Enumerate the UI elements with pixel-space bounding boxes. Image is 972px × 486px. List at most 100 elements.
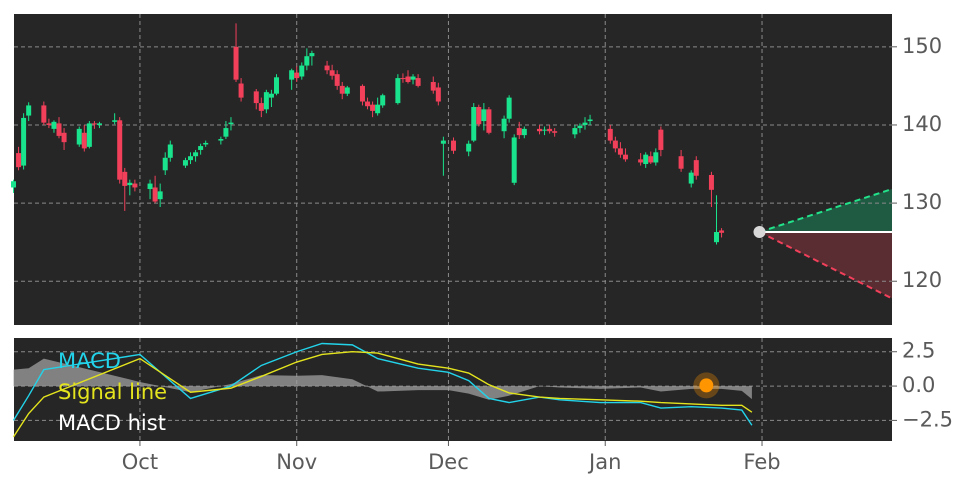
candle-body bbox=[263, 92, 269, 110]
candle-body bbox=[653, 152, 659, 163]
candle-body bbox=[96, 123, 102, 125]
candle-body bbox=[400, 78, 406, 80]
candle-body bbox=[638, 159, 644, 163]
candle-body bbox=[714, 232, 720, 243]
candle-body bbox=[122, 171, 128, 186]
candle-body bbox=[21, 117, 27, 166]
macd-layer bbox=[12, 338, 892, 441]
candle-body bbox=[81, 132, 87, 149]
candle-body bbox=[167, 144, 173, 158]
candle-body bbox=[289, 70, 295, 80]
candle-body bbox=[112, 120, 118, 122]
candle-body bbox=[719, 230, 725, 233]
x-tick-label: Oct bbox=[122, 450, 158, 474]
candle-body bbox=[258, 103, 264, 111]
candle-body bbox=[76, 128, 82, 145]
candle-body bbox=[294, 72, 300, 79]
candle-body bbox=[380, 95, 386, 106]
candle-body bbox=[182, 160, 188, 166]
forecast-upper-line bbox=[759, 188, 893, 233]
candle-body bbox=[26, 105, 32, 116]
candle-body bbox=[547, 128, 553, 132]
candle-body bbox=[607, 128, 613, 141]
candle-body bbox=[370, 104, 376, 111]
candle-body bbox=[501, 118, 507, 132]
y-tick-label: 140 bbox=[902, 112, 942, 136]
candle-body bbox=[339, 85, 345, 94]
candle-body bbox=[536, 128, 542, 132]
candle-body bbox=[56, 123, 62, 136]
candle-body bbox=[542, 129, 548, 131]
candle-body bbox=[329, 70, 335, 76]
signal-marker bbox=[699, 378, 714, 393]
series-line bbox=[12, 342, 753, 426]
candle-body bbox=[405, 76, 411, 82]
forecast-lower-line bbox=[759, 231, 893, 300]
candle-body bbox=[435, 87, 441, 102]
candle-body bbox=[365, 101, 371, 107]
candle-body bbox=[51, 121, 57, 129]
candle-body bbox=[521, 128, 527, 136]
candle-body bbox=[506, 97, 512, 119]
candle-body bbox=[41, 105, 47, 123]
candle-body bbox=[359, 85, 365, 102]
candle-body bbox=[344, 87, 350, 94]
candle-body bbox=[299, 65, 305, 77]
candle-body bbox=[61, 132, 67, 143]
candle-body bbox=[572, 128, 578, 135]
x-tick-label: Jan bbox=[587, 450, 621, 474]
price-layer bbox=[10, 14, 893, 325]
candle-body bbox=[612, 140, 618, 149]
price-panel bbox=[14, 14, 892, 325]
candle-body bbox=[708, 174, 714, 190]
y-tick-label: 2.5 bbox=[902, 339, 935, 363]
candle-body bbox=[46, 123, 52, 125]
candle-body bbox=[157, 191, 163, 200]
candle-body bbox=[622, 154, 628, 160]
candle-body bbox=[440, 140, 446, 144]
candle-body bbox=[117, 120, 123, 180]
candle-body bbox=[132, 183, 138, 188]
histogram-area bbox=[13, 358, 752, 400]
candle-body bbox=[451, 140, 457, 151]
candle-body bbox=[577, 125, 583, 129]
candle-body bbox=[466, 143, 472, 152]
candle-body bbox=[481, 109, 487, 122]
candle-body bbox=[643, 154, 649, 165]
candle-body bbox=[309, 53, 315, 57]
candle-body bbox=[223, 128, 229, 137]
candle-body bbox=[688, 172, 694, 184]
candle-body bbox=[268, 93, 274, 98]
candle-body bbox=[193, 152, 199, 157]
candle-body bbox=[253, 91, 259, 104]
y-tick-label: 150 bbox=[902, 34, 942, 58]
candle-body bbox=[324, 65, 330, 71]
candle-body bbox=[127, 182, 133, 186]
forecast-lower-area bbox=[759, 232, 892, 299]
candle-body bbox=[552, 131, 558, 133]
candle-body bbox=[162, 157, 168, 171]
candle-body bbox=[198, 146, 204, 150]
candle-body bbox=[10, 181, 16, 188]
candle-body bbox=[582, 122, 588, 125]
y-tick-label: 130 bbox=[902, 190, 942, 214]
x-tick-label: Nov bbox=[276, 450, 317, 474]
candle-body bbox=[304, 56, 310, 66]
candle-body bbox=[16, 153, 22, 168]
candle-body bbox=[471, 106, 477, 141]
x-tick-label: Dec bbox=[428, 450, 469, 474]
candle-body bbox=[203, 142, 209, 145]
candle-body bbox=[91, 123, 97, 125]
candle-body bbox=[233, 46, 239, 80]
candle-body bbox=[678, 156, 684, 169]
last-price-point bbox=[753, 226, 766, 239]
candle-body bbox=[617, 148, 623, 155]
candle-body bbox=[218, 139, 224, 141]
candle-body bbox=[375, 104, 381, 114]
legend-label: MACD bbox=[58, 349, 121, 373]
candle-body bbox=[395, 78, 401, 104]
candle-body bbox=[415, 78, 421, 86]
candle-body bbox=[516, 128, 522, 136]
y-tick-label: −2.5 bbox=[902, 407, 953, 431]
